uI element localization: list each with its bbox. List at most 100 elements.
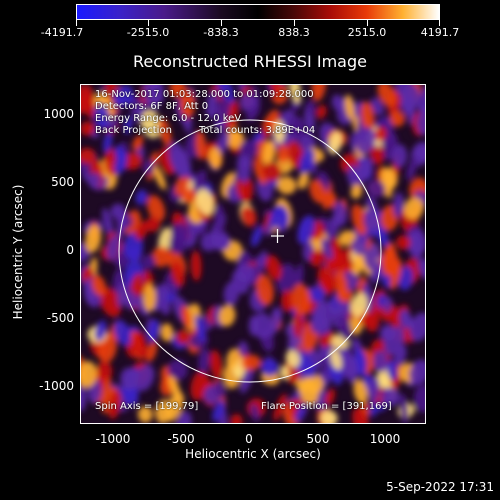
fringe-blob <box>406 156 418 181</box>
flare-position-marker <box>271 229 284 243</box>
energy-range: Energy Range: 6.0 - 12.0 keV <box>95 113 242 124</box>
fringe-blob <box>208 147 222 170</box>
flare-position: Flare Position = [391,169] <box>261 401 392 412</box>
fringe-blob <box>367 376 380 402</box>
y-tick: 1000 <box>43 107 74 121</box>
fringe-blob <box>190 250 202 281</box>
fringe-blob <box>250 403 260 422</box>
colorbar <box>76 4 440 20</box>
fringe-blob <box>149 85 160 102</box>
fringe-blob <box>265 255 282 281</box>
fringe-blob <box>341 350 358 377</box>
y-axis-label: Heliocentric Y (arcsec) <box>11 184 25 320</box>
fringe-blob <box>114 145 124 160</box>
fringe-blob <box>351 237 367 256</box>
fringe-blob <box>334 271 348 298</box>
fringe-blob <box>145 216 161 232</box>
fringe-blob <box>391 144 408 168</box>
fringe-blob <box>137 406 153 423</box>
fringe-blob <box>170 222 189 242</box>
fringe-blob <box>141 254 156 270</box>
fringe-blob <box>123 115 133 135</box>
colorbar-label-5: 2515.0 <box>347 26 387 39</box>
fringe-blob <box>81 384 87 412</box>
fringe-blob <box>135 221 149 240</box>
fringe-blob <box>280 365 290 380</box>
fringe-blob <box>383 296 393 313</box>
fringe-blob <box>115 85 134 108</box>
fringe-blob <box>181 305 192 330</box>
fringe-blob <box>218 304 236 327</box>
fringe-blob <box>331 94 345 112</box>
fringe-blob <box>106 234 121 261</box>
fringe-blob <box>366 179 386 198</box>
fringe-blob <box>350 184 363 199</box>
fringe-blob <box>399 393 409 423</box>
fringe-blob <box>310 250 324 267</box>
fringe-blob <box>389 110 405 127</box>
fringe-blob <box>377 85 396 107</box>
fringe-blob <box>299 134 316 152</box>
fringe-blob <box>193 170 207 192</box>
fringe-blob <box>352 407 369 423</box>
fringe-blob <box>261 162 282 182</box>
fringe-blob <box>250 225 263 247</box>
fringe-blob <box>205 90 218 120</box>
fringe-blob <box>260 358 279 377</box>
fringe-blob <box>141 110 162 139</box>
fringe-blob <box>175 329 191 345</box>
fringe-blob <box>333 201 348 226</box>
fringe-blob <box>212 400 226 422</box>
fringe-blob <box>88 172 101 189</box>
fringe-blob <box>418 146 425 161</box>
colorbar-tick <box>221 20 222 26</box>
fringe-blob <box>294 402 308 423</box>
fringe-blob <box>160 323 174 342</box>
image-texture <box>81 85 425 423</box>
fringe-blob <box>209 349 223 380</box>
colorbar-tick <box>76 20 77 26</box>
fringe-blob <box>240 205 257 227</box>
fringe-blob <box>165 391 185 422</box>
fringe-blob <box>276 144 289 164</box>
y-tick: -1000 <box>39 379 74 393</box>
fringe-blob <box>330 349 342 370</box>
fringe-blob <box>291 283 311 315</box>
total-counts: Total counts: 3.89E+04 <box>199 125 316 136</box>
colorbar-tick <box>367 20 368 26</box>
fringe-blob <box>276 176 297 195</box>
fringe-blob <box>396 235 411 250</box>
fringe-blob <box>198 347 210 374</box>
fringe-blob <box>236 152 251 184</box>
fringe-blob <box>102 132 113 154</box>
fringe-blob <box>256 274 274 306</box>
fringe-blob <box>299 377 319 406</box>
fringe-blob <box>399 309 413 331</box>
fringe-blob <box>289 85 302 104</box>
fringe-blob <box>169 85 186 99</box>
fringe-blob <box>370 97 385 116</box>
plot-datestamp: 5-Sep-2022 17:31 <box>386 480 494 494</box>
fringe-blob <box>120 367 139 390</box>
fringe-blob <box>323 274 333 296</box>
colorbar-label-3: -838.3 <box>203 26 239 39</box>
fringe-blob <box>270 85 281 99</box>
fringe-blob <box>324 388 336 406</box>
x-tick: 0 <box>245 432 253 446</box>
fringe-blob <box>301 354 316 379</box>
fringe-blob <box>350 292 368 318</box>
fringe-blob <box>360 101 375 132</box>
x-tick: 500 <box>306 432 330 446</box>
spin-axis: Spin Axis = [199,79] <box>95 401 199 412</box>
fringe-blob <box>134 364 155 392</box>
fringe-blob <box>353 379 368 404</box>
fringe-blob <box>354 347 367 377</box>
fringe-blob <box>293 309 303 339</box>
fringe-blob <box>416 107 425 136</box>
fringe-blob <box>338 230 356 246</box>
fringe-blob <box>108 390 121 420</box>
fringe-blob <box>167 359 188 381</box>
fringe-blob <box>214 380 226 399</box>
fringe-blob <box>390 258 402 290</box>
fringe-blob <box>270 206 289 229</box>
